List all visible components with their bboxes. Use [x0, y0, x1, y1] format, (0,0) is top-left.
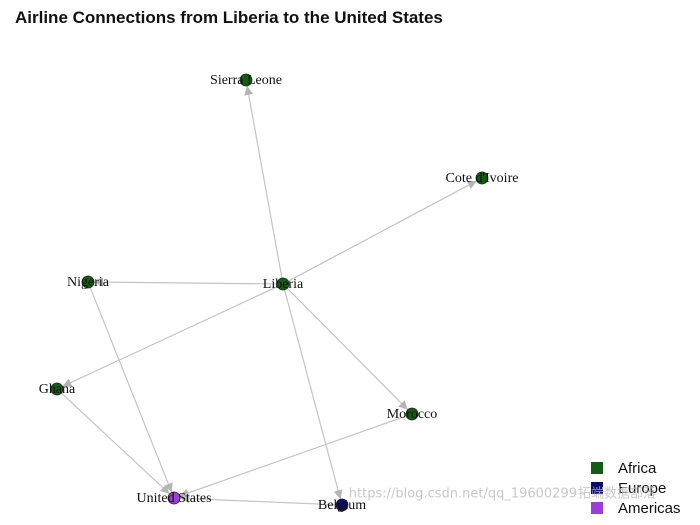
edge — [179, 415, 407, 498]
node-label: Liberia — [263, 277, 304, 292]
watermark-brand: 拓端数据部落 — [578, 487, 656, 502]
node-label: Sierra Leone — [210, 73, 282, 88]
nodes: Sierra Leone Cote d'Ivoire Nigeria Liberia G… — [39, 73, 519, 513]
legend-swatch — [591, 462, 603, 474]
node — [167, 491, 181, 505]
node — [239, 73, 253, 87]
node-label: Cote d'Ivoire — [446, 171, 519, 186]
node — [405, 407, 419, 421]
edge — [60, 392, 171, 495]
node-label: United States — [136, 491, 211, 506]
node — [335, 498, 349, 512]
edge — [244, 85, 283, 279]
edges — [60, 85, 477, 506]
edge — [288, 180, 477, 282]
edge — [283, 289, 343, 500]
edge — [93, 277, 278, 287]
edge — [89, 287, 173, 493]
legend-label: Europe — [618, 480, 666, 497]
legend: Africa Europe Americas — [591, 460, 681, 517]
legend-swatch — [591, 482, 603, 494]
edge — [62, 285, 278, 388]
title: Airline Connections from Liberia to the … — [15, 8, 443, 27]
legend-swatch — [591, 502, 603, 514]
watermark-url: https://blog.csdn.net/qq_19600299 — [349, 487, 577, 502]
node-label: Ghana — [39, 382, 76, 397]
node — [475, 171, 489, 185]
node-label: Belgium — [318, 498, 366, 513]
edge — [179, 494, 337, 506]
edge — [286, 287, 409, 411]
legend-label: Africa — [618, 460, 657, 477]
node — [50, 382, 64, 396]
node — [81, 275, 95, 289]
legend-label: Americas — [618, 500, 681, 517]
node-label: Morocco — [387, 407, 438, 422]
node — [276, 277, 290, 291]
node-label: Nigeria — [67, 275, 110, 290]
